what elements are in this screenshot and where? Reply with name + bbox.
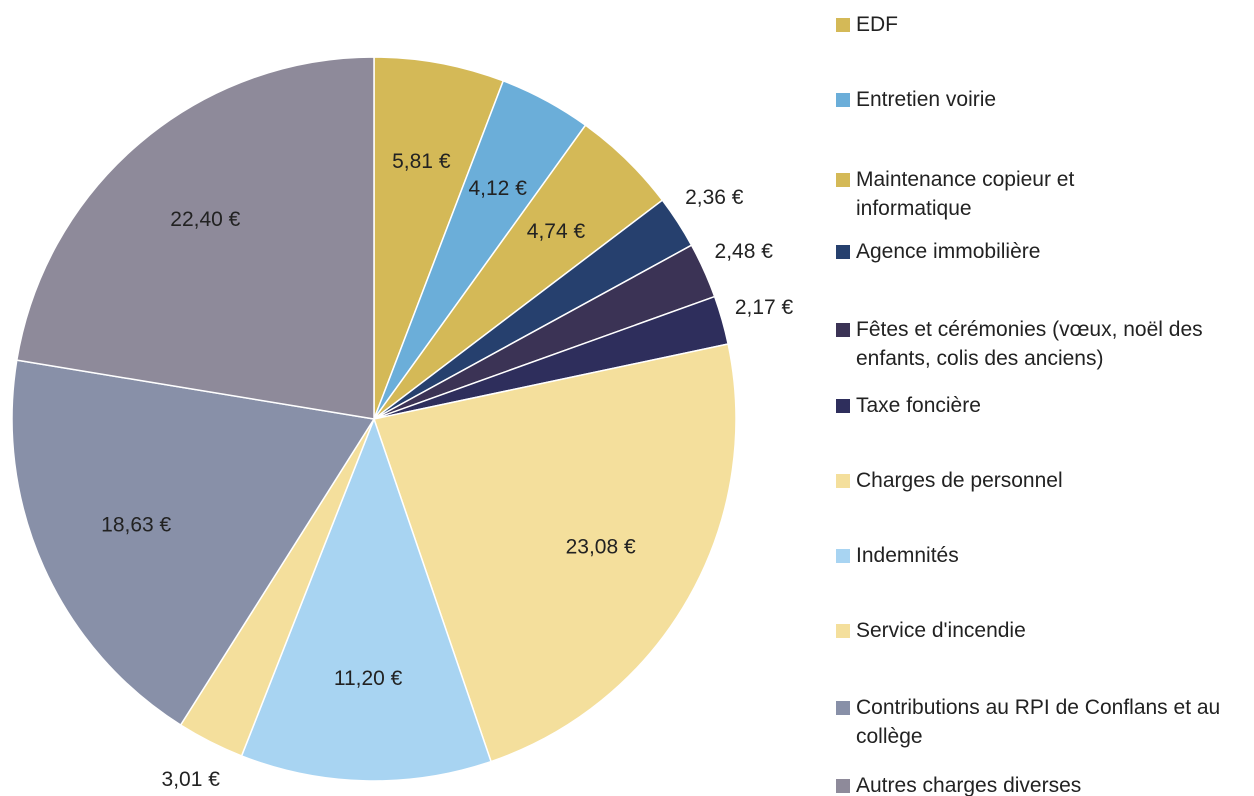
data-label: 18,63 €: [101, 513, 171, 536]
legend-label: Agence immobilière: [856, 240, 1041, 263]
legend-label: Fêtes et cérémonies (vœux, noël des enfa…: [856, 318, 1203, 370]
pie-slice: [240, 416, 492, 782]
legend-item: Charges de personnel: [836, 466, 1246, 495]
legend-label: Indemnités: [856, 544, 959, 567]
legend-label: Service d'incendie: [856, 619, 1026, 642]
data-label: 22,40 €: [170, 208, 240, 231]
legend-item: Fêtes et cérémonies (vœux, noël des enfa…: [836, 315, 1246, 373]
legend-item: Taxe foncière: [836, 391, 1246, 420]
legend-swatch: [836, 549, 850, 563]
legend-swatch: [836, 399, 850, 413]
data-label: 23,08 €: [566, 535, 636, 558]
legend-item: Autres charges diverses: [836, 771, 1246, 796]
legend-label: Maintenance copieur et informatique: [856, 168, 1075, 220]
legend-swatch: [836, 173, 850, 187]
pie-slice: [373, 56, 505, 420]
legend-label: Autres charges diverses: [856, 774, 1082, 796]
legend-item: EDF: [836, 10, 1246, 39]
legend-swatch: [836, 323, 850, 337]
legend-swatch: [836, 779, 850, 793]
pie-slice: [373, 343, 737, 763]
data-label: 5,81 €: [392, 150, 451, 173]
legend-label: Contributions au RPI de Conflans et au c…: [856, 696, 1221, 748]
legend-item: Agence immobilière: [836, 237, 1246, 266]
pie-slice: [15, 56, 375, 420]
pie-area: 5,81 € 4,12 €4,74 € 2,36 € 2,48 € 2,17 € 23,0…: [11, 56, 794, 791]
data-label: 11,20 €: [334, 667, 403, 690]
data-label: 2,48 €: [715, 240, 774, 263]
data-label: 3,01 €: [162, 768, 221, 791]
legend-swatch: [836, 474, 850, 488]
legend-swatch: [836, 624, 850, 638]
legend-label: Taxe foncière: [856, 394, 981, 417]
legend-item: Contributions au RPI de Conflans et au c…: [836, 693, 1246, 751]
legend-item: Service d'incendie: [836, 616, 1246, 645]
data-label: 2,36 €: [685, 186, 744, 209]
data-label: 4,12 €: [468, 177, 527, 200]
legend-item: Entretien voirie: [836, 85, 1246, 114]
pie-slice: [11, 359, 376, 727]
legend-item: Maintenance copieur et informatique: [836, 165, 1246, 223]
legend-swatch: [836, 93, 850, 107]
legend-swatch: [836, 18, 850, 32]
legend-swatch: [836, 245, 850, 259]
legend-label: Charges de personnel: [856, 469, 1063, 492]
legend-label: Entretien voirie: [856, 88, 997, 111]
legend-label: EDF: [856, 13, 898, 36]
legend-item: Indemnités: [836, 541, 1246, 570]
data-label: 4,74 €: [527, 220, 586, 243]
legend-swatch: [836, 701, 850, 715]
data-label: 2,17 €: [735, 296, 794, 319]
